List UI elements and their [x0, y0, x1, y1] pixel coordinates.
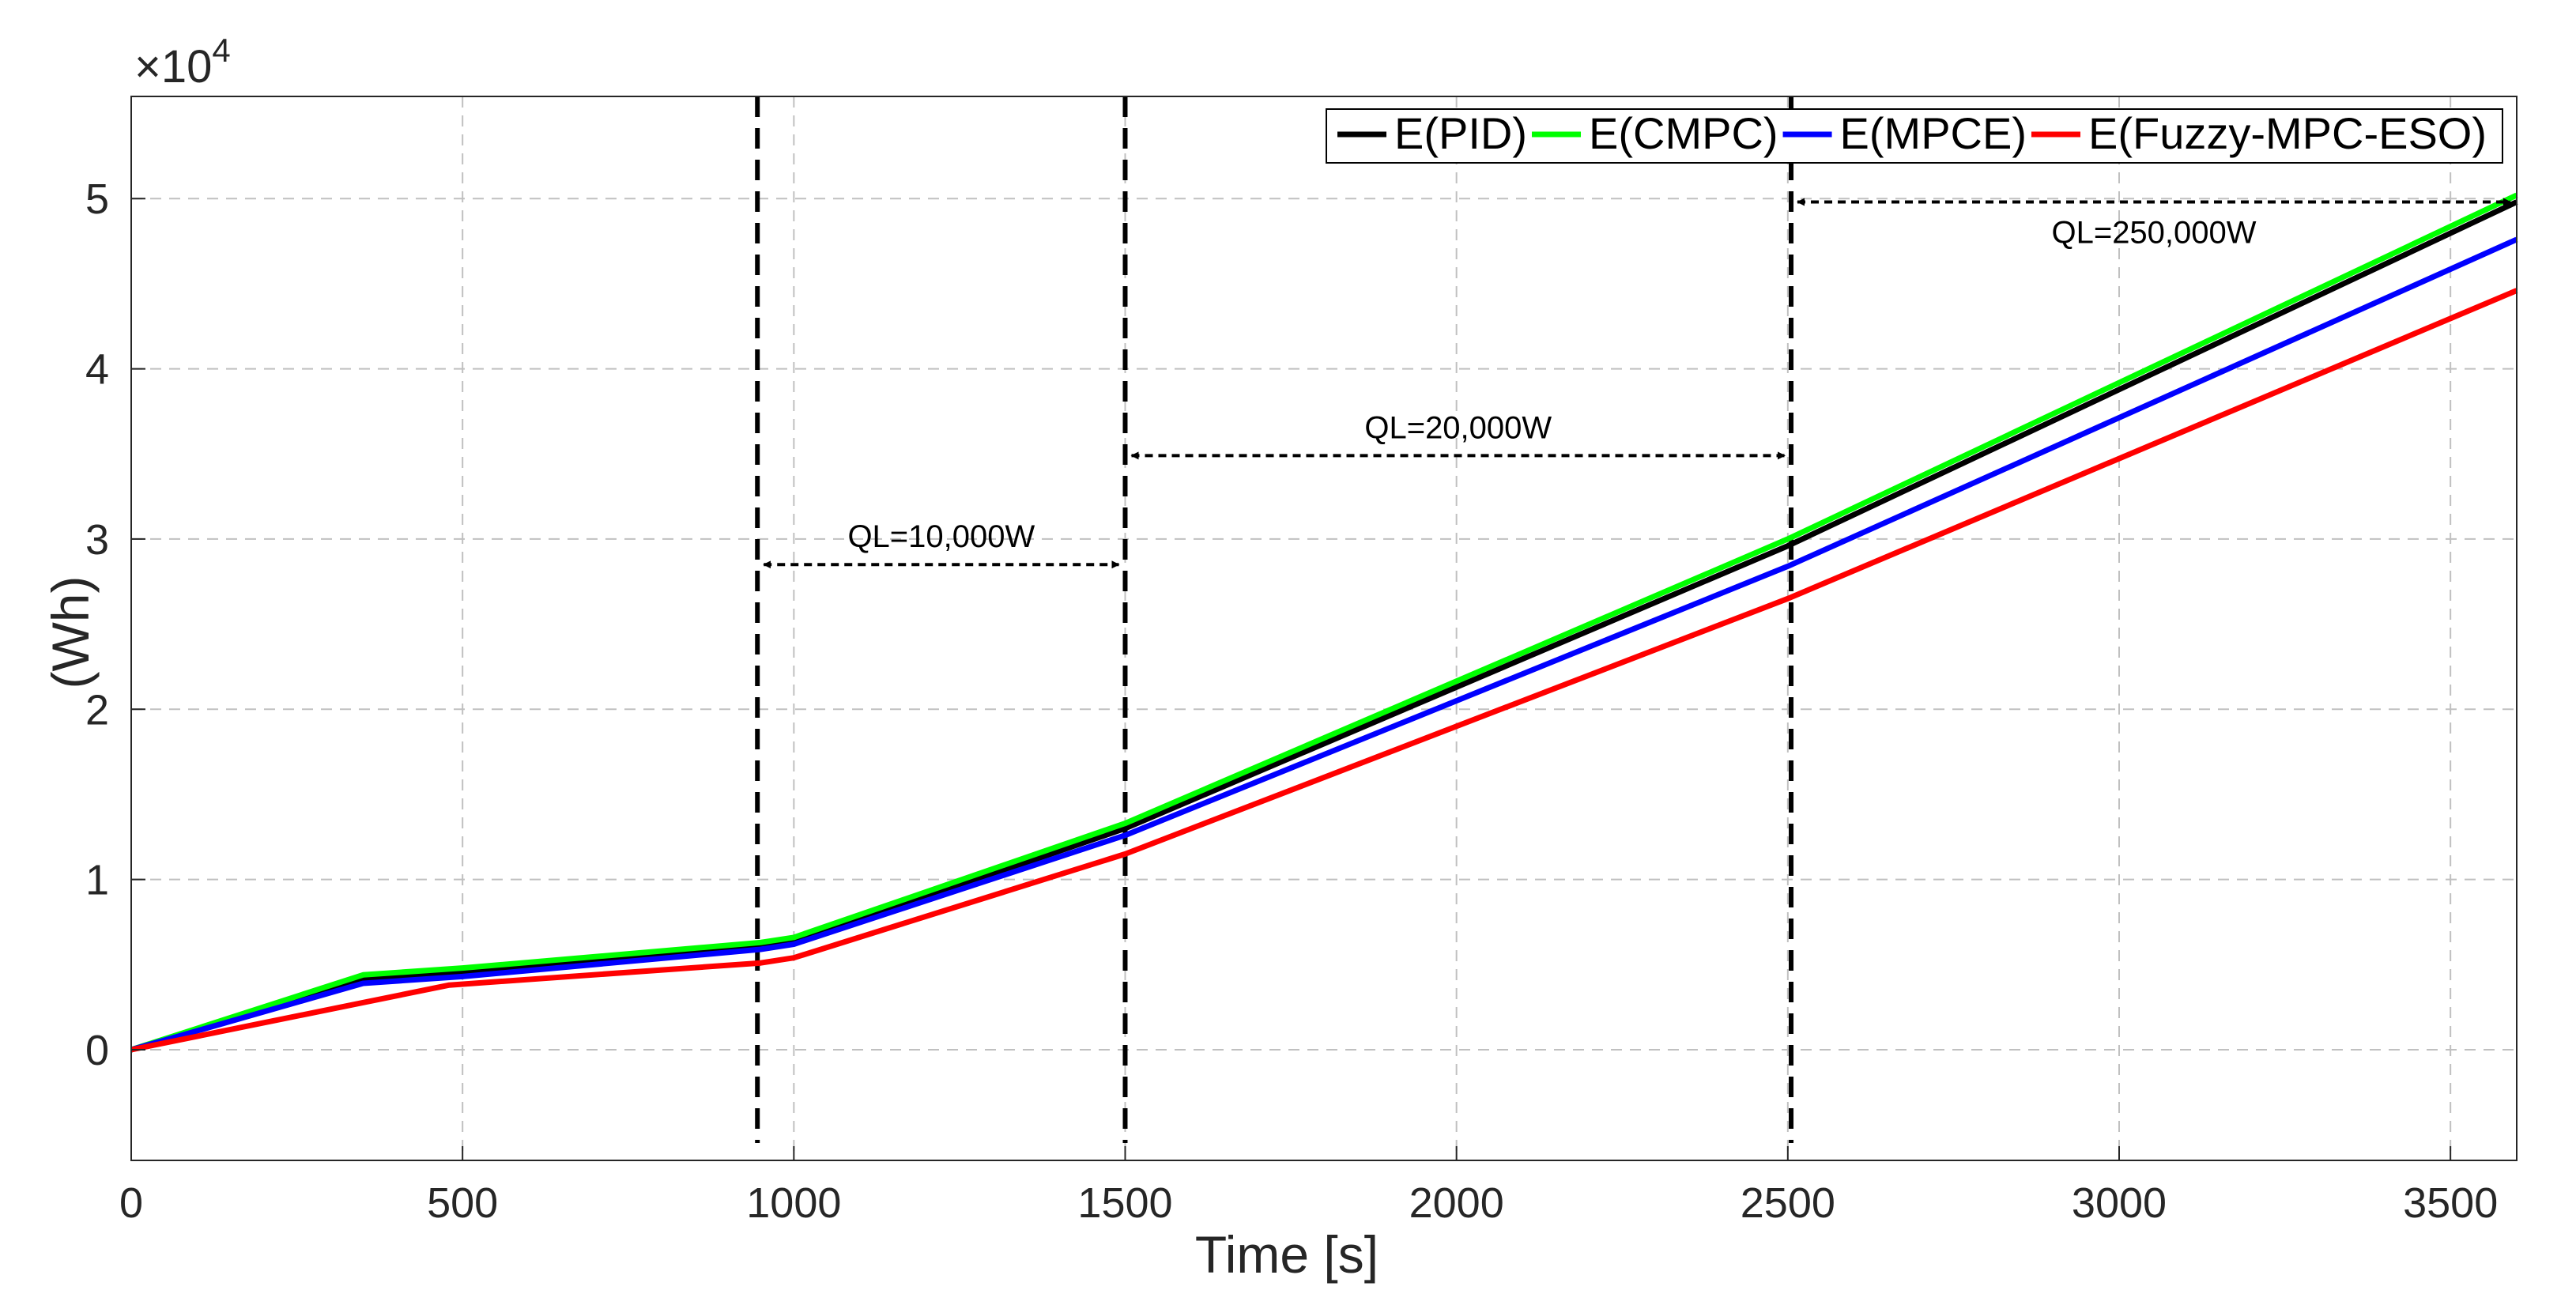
load-annotations: QL=10,000W QL=20,000W QL=250,000W: [763, 198, 2511, 569]
load-change-lines: [755, 96, 1794, 1143]
legend-item: E(MPCE): [1782, 108, 2027, 158]
annotation-label: QL=20,000W: [1364, 410, 1552, 445]
series-line: [130, 199, 2518, 1053]
y-axis-exponent: ×104: [134, 32, 231, 92]
y-tick-label: 5: [85, 175, 109, 223]
legend-item: E(CMPC): [1532, 108, 1778, 158]
series-line: [130, 288, 2518, 1053]
legend-item: E(Fuzzy-MPC-ESO): [2031, 108, 2487, 158]
x-tick-label: 1500: [1077, 1179, 1172, 1227]
legend: E(PID) E(CMPC) E(MPCE) E(Fuzzy-MPC-ESO): [1326, 108, 2503, 164]
y-exponent-power: 4: [212, 32, 230, 69]
x-tick-label: 2500: [1741, 1179, 1835, 1227]
annotation-label: QL=250,000W: [2051, 216, 2256, 251]
y-axis-title: (Wh): [41, 576, 100, 689]
y-tick-label: 1: [85, 857, 109, 904]
y-tick-label: 0: [85, 1027, 109, 1074]
x-tick-label: 3000: [2072, 1179, 2167, 1227]
legend-label: E(Fuzzy-MPC-ESO): [2088, 108, 2487, 158]
y-exponent-base: ×10: [134, 41, 212, 92]
series-line: [130, 192, 2518, 1053]
legend-label: E(CMPC): [1589, 108, 1778, 158]
x-tick-label: 500: [427, 1179, 498, 1227]
series-lines: [130, 192, 2518, 1053]
x-axis-title: Time [s]: [1195, 1225, 1379, 1284]
y-tick-label: 3: [85, 516, 109, 564]
legend-item: E(PID): [1337, 108, 1527, 158]
axis-ticks: 0 500 1000 1500 2000 2500 3000 3500 0 1 2 3 4 5: [85, 175, 2498, 1227]
plot-frame: [130, 96, 2518, 1161]
legend-label: E(PID): [1394, 108, 1527, 158]
grid: [131, 96, 2517, 1160]
legend-box: [1326, 108, 2503, 164]
x-tick-label: 1000: [746, 1179, 841, 1227]
x-tick-label: 0: [119, 1179, 143, 1227]
x-tick-label: 3500: [2403, 1179, 2498, 1227]
series-line: [130, 236, 2518, 1053]
legend-label: E(MPCE): [1840, 108, 2027, 158]
x-tick-label: 2000: [1409, 1179, 1504, 1227]
annotation-label: QL=10,000W: [847, 519, 1035, 554]
y-tick-label: 2: [85, 686, 109, 734]
y-tick-label: 4: [85, 346, 109, 394]
